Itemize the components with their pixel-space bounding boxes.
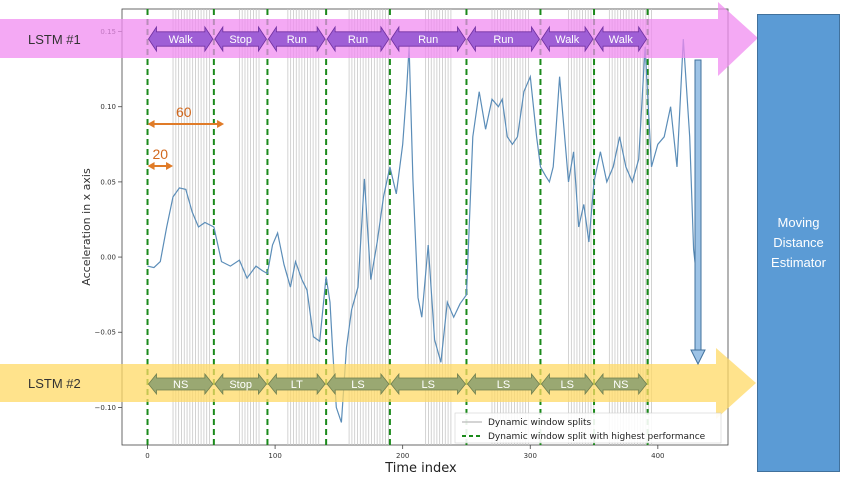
legend: Dynamic window splits Dynamic window spl…	[454, 412, 722, 444]
dimension-arrowhead-left	[147, 120, 155, 128]
dimension-label: 60	[176, 104, 192, 120]
dimension-arrowhead-left	[147, 162, 155, 170]
terrain-arrow-label: LS	[351, 379, 364, 391]
terrain-arrow	[326, 372, 390, 396]
dimension-label: 20	[152, 146, 168, 162]
terrain-arrow	[540, 372, 594, 396]
terrain-arrow-label: LS	[497, 379, 510, 391]
dimension-arrowhead-right	[217, 120, 225, 128]
terrain-arrow	[267, 372, 326, 396]
lstm2-label: LSTM #2	[28, 376, 81, 391]
activity-arrow-label: Run	[418, 34, 438, 46]
x-tick-label: 200	[396, 452, 409, 460]
terrain-arrow	[466, 372, 540, 396]
y-tick-label: 0.00	[100, 254, 116, 262]
terrain-arrow-label: Stop	[229, 379, 252, 391]
activity-arrow	[214, 25, 267, 53]
y-tick-label: −0.10	[95, 404, 116, 412]
terrain-arrow-label: LS	[561, 379, 574, 391]
x-tick-label: 400	[651, 452, 664, 460]
down-arrow	[690, 59, 706, 366]
window-size-annotations: 60 20	[147, 104, 225, 170]
terrain-arrow-label: NS	[613, 379, 628, 391]
y-axis-label: Acceleration in x axis	[80, 168, 93, 286]
x-tick-label: 0	[145, 452, 149, 460]
activity-arrow-label: Walk	[555, 34, 580, 46]
activity-arrow	[267, 25, 326, 53]
terrain-arrow-label: NS	[173, 379, 188, 391]
activity-arrow	[540, 25, 594, 53]
legend-green-label: Dynamic window split with highest perfor…	[488, 432, 706, 442]
activity-arrow-label: Run	[493, 34, 513, 46]
activity-arrow	[148, 25, 214, 53]
y-tick-label: 0.10	[100, 103, 116, 111]
activity-arrow-label: Walk	[609, 34, 634, 46]
x-axis-label: Time index	[384, 461, 457, 476]
y-tick-label: 0.05	[100, 178, 116, 186]
lstm1-label: LSTM #1	[28, 32, 81, 47]
terrain-arrow	[148, 372, 214, 396]
moving-distance-estimator-box: Moving Distance Estimator	[757, 14, 840, 472]
activity-arrow	[594, 25, 648, 53]
estimator-label: Moving Distance Estimator	[771, 215, 826, 270]
acceleration-line	[147, 39, 697, 423]
activity-arrow	[466, 25, 540, 53]
lstm1-activity-arrows: Walk Stop Run Run Run Run Walk Walk	[148, 25, 648, 53]
terrain-arrow	[390, 372, 466, 396]
x-tick-label: 100	[268, 452, 281, 460]
dimension-arrowhead-right	[166, 162, 174, 170]
terrain-arrow	[594, 372, 648, 396]
activity-arrow-label: Run	[348, 34, 368, 46]
terrain-arrow-label: LS	[421, 379, 434, 391]
y-tick-label: −0.05	[95, 329, 116, 337]
activity-arrow	[390, 25, 466, 53]
activity-arrow-label: Run	[287, 34, 307, 46]
terrain-arrow-label: LT	[291, 379, 303, 391]
legend-gray-label: Dynamic window splits	[488, 418, 591, 428]
activity-arrow-label: Stop	[229, 34, 252, 46]
terrain-arrow	[214, 372, 267, 396]
x-tick-label: 300	[524, 452, 537, 460]
activity-arrow-label: Walk	[169, 34, 194, 46]
activity-arrow	[326, 25, 390, 53]
lstm2-terrain-arrows: NS Stop LT LS LS LS LS NS	[148, 372, 648, 396]
